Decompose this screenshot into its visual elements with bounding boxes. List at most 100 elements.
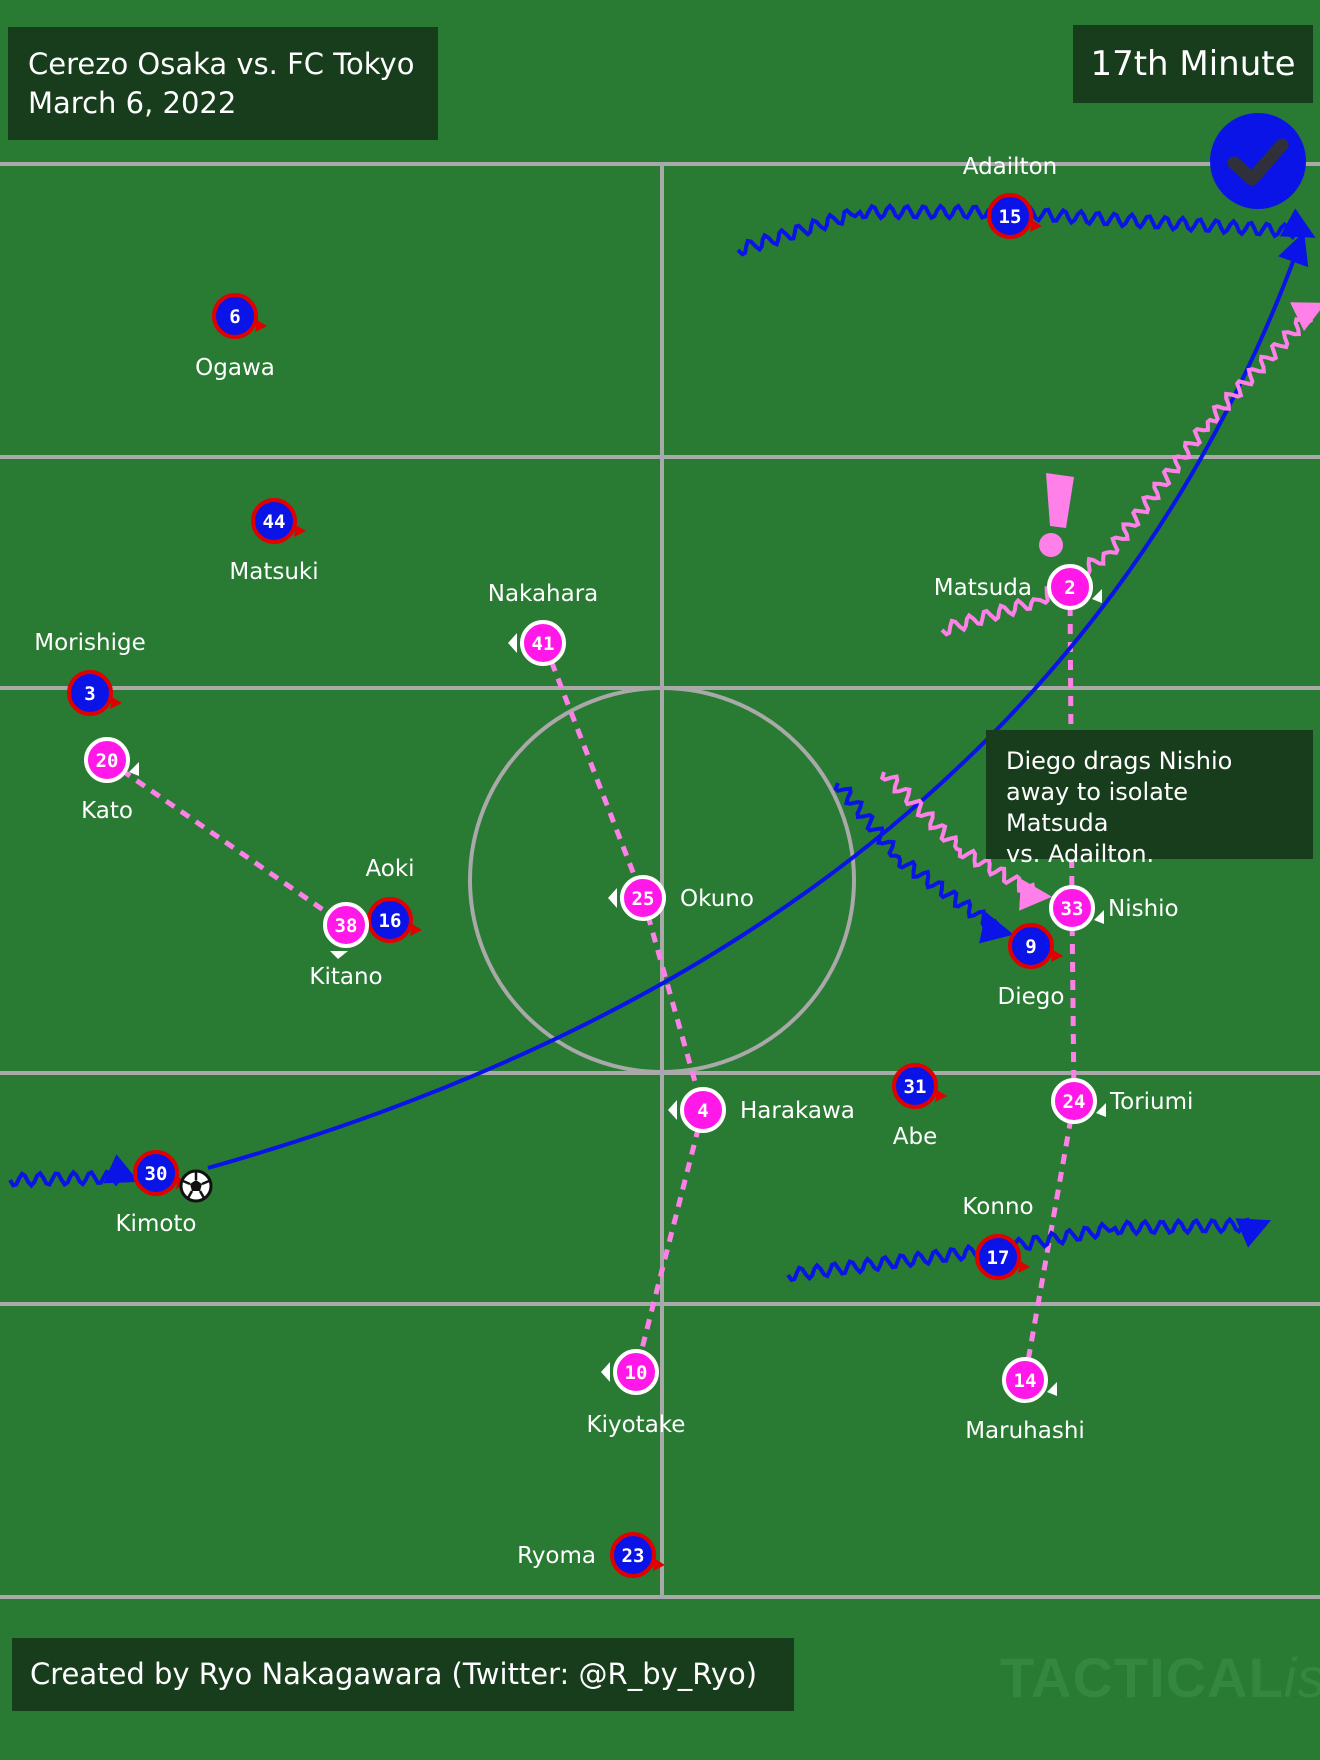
player-marker [323, 902, 369, 948]
match-title-box: Cerezo Osaka vs. FC Tokyo March 6, 2022 [8, 27, 438, 140]
long-pass-arrow [207, 231, 1309, 1170]
matsuda-run-arrow [940, 302, 1320, 637]
player-marker [892, 1063, 938, 1109]
player-name: Kitano [309, 964, 382, 990]
direction-marker [330, 951, 348, 959]
player-name: Ryoma [517, 1543, 596, 1569]
player-marker [1002, 1357, 1048, 1403]
direction-marker [1094, 910, 1104, 924]
player-marker [133, 1150, 179, 1196]
player-marker [620, 875, 666, 921]
direction-marker [1092, 589, 1102, 603]
player-number: 14 [1014, 1370, 1037, 1392]
exclamation-icon [1039, 473, 1074, 557]
player-number: 9 [1025, 936, 1036, 958]
player-number: 6 [229, 306, 240, 328]
player-name: Morishige [34, 630, 145, 656]
player-diego: 9 Diego [998, 923, 1065, 1010]
player-name: Okuno [680, 886, 754, 912]
link-kato-kitano [105, 757, 347, 928]
minute-badge: 17th Minute [1073, 25, 1313, 103]
player-marker [610, 1532, 656, 1578]
player-abe: 31 Abe [892, 1063, 947, 1150]
player-number: 24 [1063, 1091, 1086, 1113]
player-marker [251, 498, 297, 544]
player-number: 31 [904, 1076, 927, 1098]
player-ogawa: 6 Ogawa [195, 293, 275, 381]
direction-marker [1051, 950, 1063, 962]
player-number: 20 [96, 750, 119, 772]
player-marker [1008, 923, 1054, 969]
direction-marker [608, 888, 617, 908]
player-name: Toriumi [1109, 1089, 1193, 1115]
player-number: 30 [145, 1163, 168, 1185]
player-name: Matsuda [934, 575, 1032, 601]
diego-run-arrow [833, 782, 1014, 944]
player-toriumi: 24 Toriumi [1051, 1078, 1193, 1124]
player-marker [367, 897, 413, 943]
player-number: 15 [999, 206, 1022, 228]
player-name: Konno [962, 1194, 1033, 1220]
player-kato: 20 Kato [81, 737, 139, 824]
direction-marker [255, 320, 267, 332]
kimoto-run-arrow [8, 1154, 139, 1189]
direction-marker [294, 525, 306, 537]
nishio-run-arrow [879, 771, 1052, 911]
player-name: Kimoto [115, 1211, 196, 1237]
player-marker [84, 737, 130, 783]
player-name: Abe [893, 1124, 937, 1150]
player-number: 16 [379, 910, 402, 932]
player-name: Kato [81, 798, 133, 824]
player-name: Harakawa [740, 1098, 855, 1124]
annotation-line-3: vs. Adailton. [1006, 840, 1155, 868]
player-number: 23 [622, 1545, 645, 1567]
player-name: Matsuki [229, 559, 318, 585]
match-date: March 6, 2022 [28, 86, 237, 120]
player-nakahara: 41 Nakahara [488, 581, 599, 666]
player-konno: 17 Konno [962, 1194, 1034, 1280]
player-matsuda: 2 Matsuda [934, 564, 1102, 610]
player-number: 25 [632, 888, 655, 910]
player-name: Aoki [365, 856, 414, 882]
direction-marker [1096, 1103, 1106, 1117]
player-number: 4 [697, 1100, 708, 1122]
player-name: Nakahara [488, 581, 599, 607]
marking-links [105, 587, 1077, 1379]
player-number: 38 [335, 915, 358, 937]
watermark-suffix: ista [1283, 1646, 1320, 1709]
direction-marker [668, 1100, 677, 1120]
annotation-line-1: Diego drags Nishio [1006, 747, 1233, 775]
player-name: Ogawa [195, 355, 275, 381]
player-kitano: 38 Kitano [309, 902, 383, 990]
player-nishio: 33 Nishio [1049, 885, 1179, 931]
watermark-main: TACTICAL [1000, 1646, 1284, 1709]
direction-marker [1018, 1261, 1030, 1273]
player-marker [520, 620, 566, 666]
player-marker [1051, 1078, 1097, 1124]
player-harakawa: 4 Harakawa [668, 1087, 855, 1133]
pitch-lines [0, 162, 1320, 1599]
player-kimoto: 30 Kimoto [115, 1150, 197, 1237]
link-toriumi-maruhashi [1022, 1100, 1077, 1379]
player-marker [1049, 885, 1095, 931]
direction-marker [653, 1559, 665, 1571]
player-name: Maruhashi [965, 1418, 1085, 1444]
player-marker [975, 1234, 1021, 1280]
soccer-ball-icon [179, 1169, 213, 1203]
players-layer: 15 Adailton 6 Ogawa 44 Matsuki 3 Morishige 16 Aok… [34, 154, 1193, 1578]
player-marker [1047, 564, 1093, 610]
player-number: 33 [1061, 898, 1084, 920]
player-matsuki: 44 Matsuki [229, 498, 319, 585]
player-name: Kiyotake [587, 1412, 686, 1438]
direction-marker [601, 1362, 610, 1382]
player-ryoma: 23 Ryoma [517, 1532, 665, 1578]
player-marker [987, 193, 1033, 239]
link-nishio-toriumi [1069, 907, 1077, 1102]
player-aoki: 16 Aoki [365, 856, 422, 943]
player-number: 41 [532, 633, 555, 655]
player-name: Diego [998, 984, 1065, 1010]
player-morishige: 3 Morishige [34, 630, 146, 716]
direction-marker [508, 633, 517, 653]
